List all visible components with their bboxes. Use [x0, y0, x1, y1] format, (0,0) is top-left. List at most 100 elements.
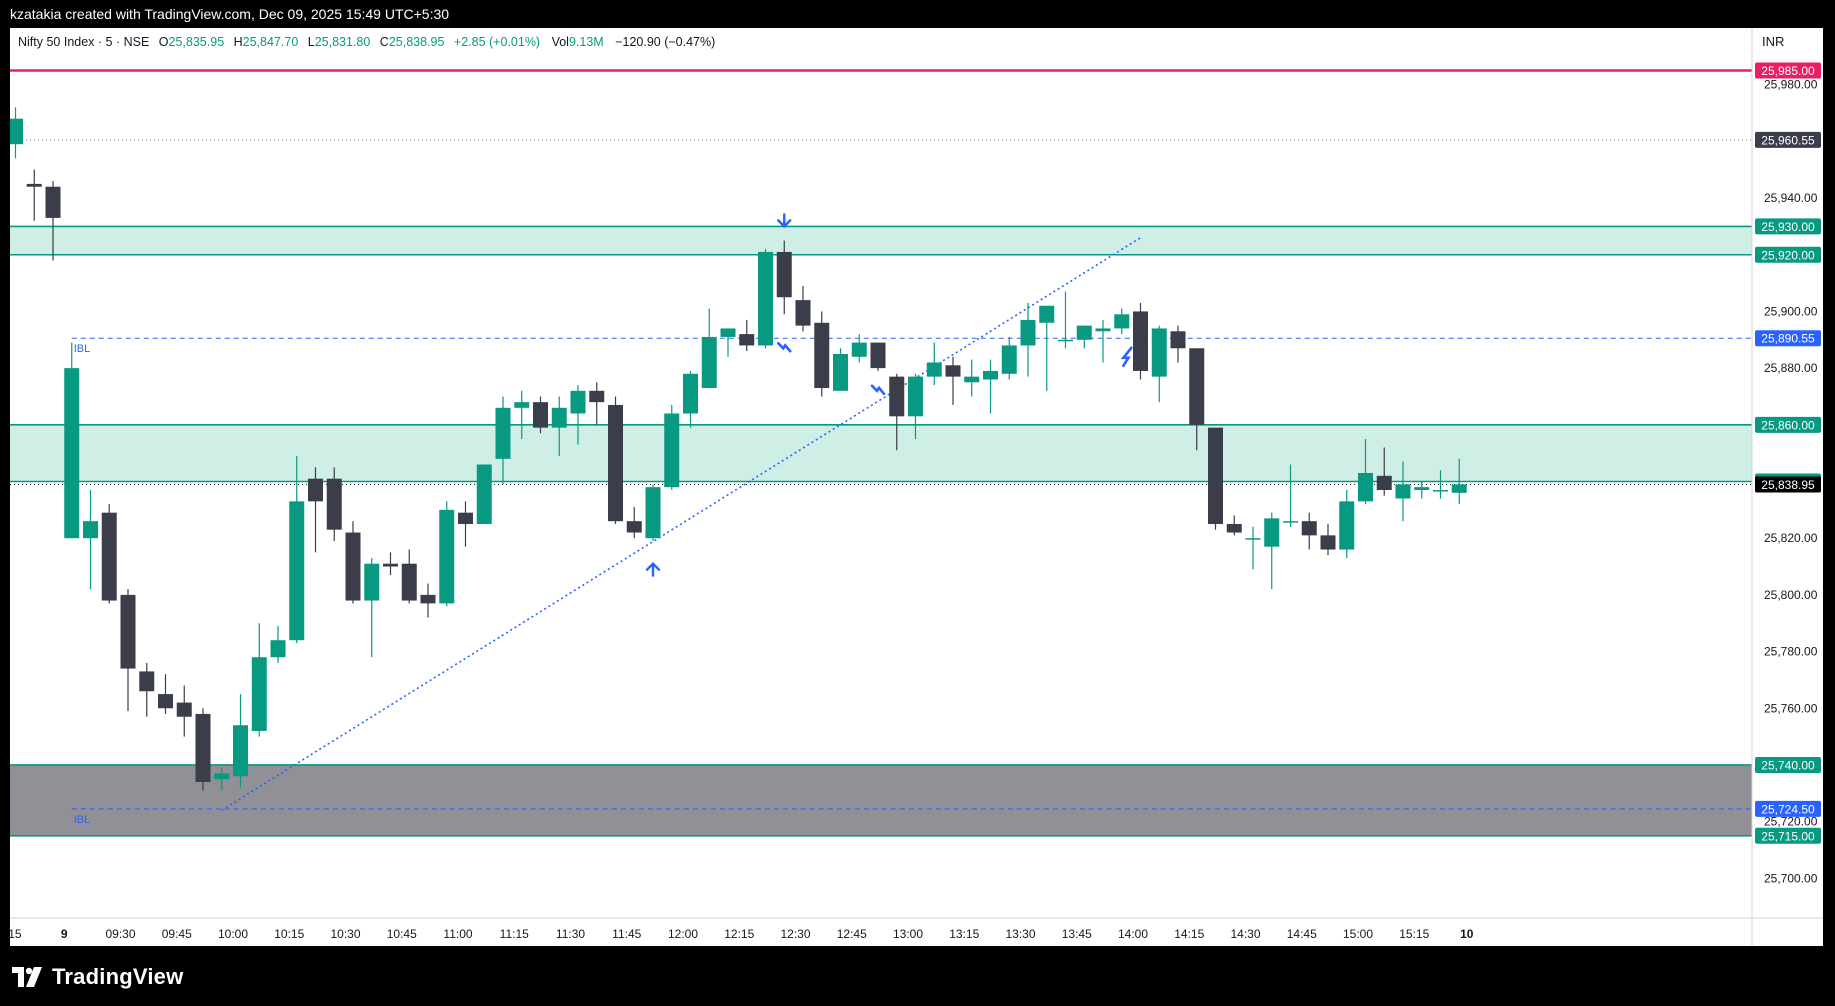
- price-label-box: [1755, 131, 1821, 148]
- candle-body: [1245, 538, 1261, 540]
- candle-46: [870, 342, 886, 371]
- candle-body: [833, 353, 848, 391]
- open-value: 25,835.95: [169, 35, 225, 49]
- candle-body: [1189, 348, 1205, 425]
- candle-27: [514, 390, 530, 439]
- x-axis-ticks: 5:15 9 09:30 09:45 10:00 10:15 10:30 10:45 11:00…: [10, 927, 1474, 941]
- candle-49: [926, 342, 942, 386]
- candle-body: [1095, 328, 1111, 332]
- candle-body: [308, 478, 323, 502]
- candle-body: [1114, 314, 1130, 329]
- candle-body: [570, 390, 586, 414]
- candle-body: [176, 702, 192, 717]
- arrow-up-icon: [645, 562, 661, 577]
- x-tick-label: 14:30: [1230, 927, 1260, 941]
- candle-70: [1320, 524, 1336, 556]
- candle-3: [64, 342, 80, 539]
- candle-32: [608, 396, 623, 525]
- candle-body: [964, 376, 980, 383]
- ohlc-legend: Nifty 50 Index · 5 · NSE O25,835.95 H25,…: [18, 35, 715, 49]
- close-value: 25,838.95: [389, 35, 445, 49]
- candle-56: [1058, 291, 1073, 349]
- price-label-7: 25,838.95: [1755, 476, 1821, 493]
- candle-44: [833, 348, 848, 391]
- candle-body: [420, 594, 436, 604]
- x-tick-label: 10:15: [274, 927, 304, 941]
- candle-body: [945, 365, 961, 377]
- y-tick-label: 25,980.00: [1764, 78, 1818, 92]
- x-tick-label: 11:30: [556, 927, 585, 941]
- candle-11: [214, 767, 230, 791]
- bolt-arrow-icon: [1120, 346, 1133, 368]
- x-tick-label: 09:30: [105, 927, 135, 941]
- candle-body: [120, 594, 136, 669]
- candle-body: [889, 376, 905, 417]
- price-label-text: 25,740.00: [1761, 758, 1815, 772]
- tradingview-brand[interactable]: TradingView: [12, 962, 183, 992]
- candle-19: [364, 558, 380, 658]
- zone-1: [10, 424, 1752, 482]
- axes-layer: [10, 28, 1823, 946]
- candlestick-chart[interactable]: IBL IBL 25,700.00 25,720.00 25,740.00 25,760…: [10, 28, 1823, 946]
- candle-73: [1376, 447, 1392, 496]
- candle-77: [1451, 458, 1467, 505]
- candle-61: [1151, 325, 1167, 403]
- zone-2: [10, 764, 1752, 836]
- x-tick-label: 14:00: [1118, 927, 1148, 941]
- candle-body: [401, 563, 417, 601]
- y-tick-label: 25,800.00: [1764, 588, 1818, 602]
- y-tick-label: 25,760.00: [1764, 701, 1818, 715]
- candle-body: [683, 373, 698, 414]
- candle-37: [701, 308, 717, 388]
- candle-body: [1264, 518, 1280, 547]
- price-label-text: 25,890.55: [1761, 332, 1815, 346]
- currency-label[interactable]: INR: [1762, 34, 1784, 49]
- price-label-5: 25,860.00: [1755, 416, 1821, 433]
- candle-65: [1226, 515, 1242, 536]
- candle-body: [608, 404, 623, 522]
- price-label-3: 25,920.00: [1755, 246, 1821, 263]
- candle-body: [514, 402, 530, 408]
- candle-45: [851, 334, 867, 363]
- candle-24: [458, 501, 473, 547]
- candle-body: [326, 478, 342, 530]
- candle-body: [1076, 325, 1092, 340]
- candle-body: [83, 521, 98, 539]
- candle-7: [139, 662, 155, 717]
- x-tick-label: 11:00: [443, 927, 472, 941]
- candle-body: [64, 368, 80, 539]
- brand-name: TradingView: [52, 964, 184, 989]
- x-tick-label: 15:00: [1343, 927, 1373, 941]
- candle-body: [1226, 524, 1242, 533]
- candle-body: [1058, 339, 1073, 342]
- levels-layer: [10, 69, 1752, 837]
- price-label-box: [1755, 246, 1821, 263]
- x-tick-label: 9: [61, 927, 68, 941]
- x-tick-label: 13:45: [1062, 927, 1092, 941]
- candle-57: [1076, 325, 1092, 349]
- candle-body: [1001, 345, 1017, 374]
- candle-64: [1208, 427, 1223, 530]
- y-tick-label: 25,880.00: [1764, 361, 1818, 375]
- candle-34: [645, 484, 661, 542]
- candle-51: [964, 359, 980, 397]
- candle-body: [1376, 475, 1392, 491]
- x-tick-label: 12:30: [780, 927, 810, 941]
- price-label-text: 25,724.50: [1761, 802, 1815, 816]
- candle-12: [233, 694, 248, 788]
- candle-body: [458, 512, 473, 525]
- candle-body: [26, 183, 42, 187]
- candle-body: [139, 671, 155, 692]
- x-tick-label: 12:00: [668, 927, 698, 941]
- candle-26: [495, 396, 511, 485]
- chart-frame[interactable]: IBL IBL 25,700.00 25,720.00 25,740.00 25,760…: [10, 28, 1823, 946]
- candle-2: [45, 181, 61, 261]
- candle-body: [870, 342, 886, 369]
- candle-39: [739, 319, 755, 352]
- price-label-8: 25,740.00: [1755, 756, 1821, 773]
- candle-body: [1208, 427, 1223, 525]
- candle-body: [1283, 521, 1298, 523]
- x-tick-label: 10:00: [218, 927, 248, 941]
- candle-76: [1433, 470, 1448, 499]
- candle-body: [364, 563, 380, 601]
